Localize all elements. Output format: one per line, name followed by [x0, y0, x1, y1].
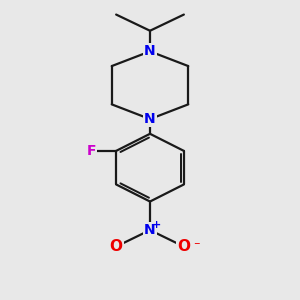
Text: F: F — [86, 144, 96, 158]
Text: O: O — [177, 239, 190, 254]
Text: N: N — [144, 44, 156, 58]
Text: N: N — [144, 112, 156, 126]
Text: +: + — [152, 220, 161, 230]
Text: N: N — [144, 223, 156, 237]
Text: O: O — [110, 239, 123, 254]
Text: ⁻: ⁻ — [193, 240, 200, 253]
